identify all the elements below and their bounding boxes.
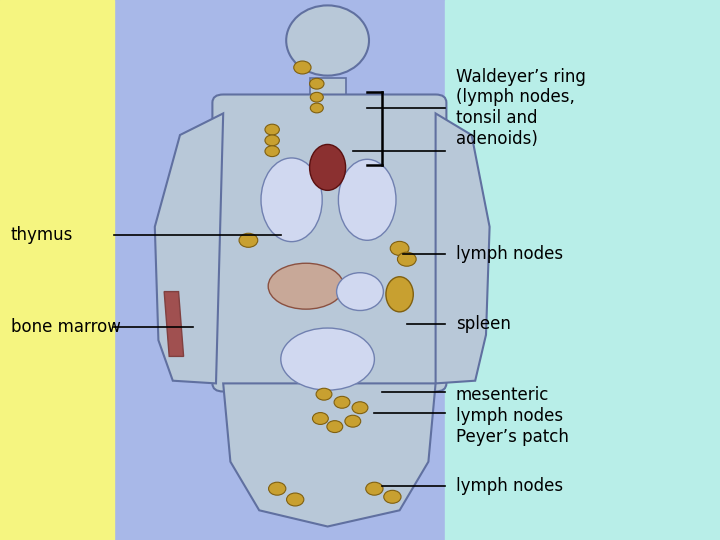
- Circle shape: [316, 388, 332, 400]
- Circle shape: [269, 482, 286, 495]
- Circle shape: [352, 402, 368, 414]
- Circle shape: [312, 413, 328, 424]
- Ellipse shape: [281, 328, 374, 390]
- Polygon shape: [155, 113, 223, 383]
- Text: mesenteric
lymph nodes
Peyer’s patch: mesenteric lymph nodes Peyer’s patch: [456, 386, 569, 445]
- Bar: [445, 0, 720, 540]
- Circle shape: [294, 61, 311, 74]
- Circle shape: [310, 78, 324, 89]
- Ellipse shape: [287, 5, 369, 76]
- Text: bone marrow: bone marrow: [11, 318, 121, 336]
- Polygon shape: [223, 383, 436, 526]
- Circle shape: [287, 493, 304, 506]
- Circle shape: [390, 241, 409, 255]
- Circle shape: [265, 124, 279, 135]
- Polygon shape: [436, 113, 490, 383]
- Circle shape: [334, 396, 350, 408]
- Polygon shape: [164, 292, 184, 356]
- Circle shape: [397, 252, 416, 266]
- Bar: [0, 0, 114, 540]
- Text: lymph nodes: lymph nodes: [456, 245, 563, 263]
- Ellipse shape: [386, 276, 413, 312]
- Text: spleen: spleen: [456, 315, 510, 333]
- Circle shape: [327, 421, 343, 433]
- Text: Waldeyer’s ring
(lymph nodes,
tonsil and
adenoids): Waldeyer’s ring (lymph nodes, tonsil and…: [456, 68, 585, 148]
- Ellipse shape: [310, 145, 346, 191]
- Polygon shape: [310, 78, 346, 108]
- Circle shape: [345, 415, 361, 427]
- Text: lymph nodes: lymph nodes: [456, 477, 563, 495]
- Circle shape: [265, 135, 279, 146]
- Text: thymus: thymus: [11, 226, 73, 244]
- Circle shape: [384, 490, 401, 503]
- Circle shape: [310, 103, 323, 113]
- Ellipse shape: [338, 159, 396, 240]
- Ellipse shape: [337, 273, 384, 310]
- Circle shape: [239, 233, 258, 247]
- FancyBboxPatch shape: [212, 94, 446, 392]
- Ellipse shape: [268, 263, 344, 309]
- Circle shape: [366, 482, 383, 495]
- Ellipse shape: [261, 158, 323, 242]
- Circle shape: [310, 92, 323, 102]
- Circle shape: [265, 146, 279, 157]
